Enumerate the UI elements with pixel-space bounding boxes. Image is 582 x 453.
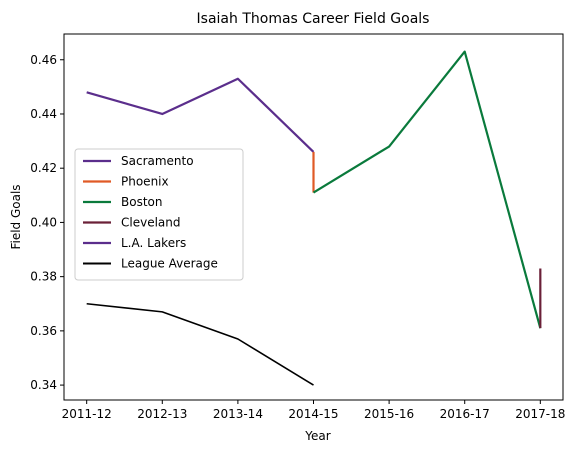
y-tick-label: 0.34 [30, 378, 57, 392]
y-tick-label: 0.38 [30, 270, 57, 284]
x-axis: 2011-12 2012-13 2013-14 2014-15 2015-16 2016-… [62, 400, 565, 421]
y-tick-label: 0.42 [30, 161, 57, 175]
y-tick-label: 0.40 [30, 215, 57, 229]
legend: Sacramento Phoenix Boston Cleveland L.A. Lak… [74, 148, 244, 281]
legend-box [74, 148, 244, 281]
x-tick-label: 2016-17 [440, 407, 490, 421]
y-axis-title: Field Goals [9, 184, 23, 249]
legend-label: Boston [121, 195, 162, 209]
series-line-league-average [86, 302, 314, 386]
legend-label: Phoenix [121, 175, 169, 189]
y-tick-label: 0.46 [30, 53, 57, 67]
x-tick-label: 2013-14 [213, 407, 263, 421]
x-tick-label: 2014-15 [288, 407, 338, 421]
y-axis: 0.34 0.36 0.38 0.40 0.42 0.44 0.46 [30, 53, 64, 392]
series-line-sacramento [86, 77, 315, 153]
legend-label: League Average [121, 257, 218, 271]
x-tick-label: 2011-12 [62, 407, 112, 421]
y-tick-label: 0.36 [30, 324, 57, 338]
x-tick-label: 2015-16 [364, 407, 414, 421]
legend-label: Sacramento [121, 154, 194, 168]
x-axis-title: Year [304, 429, 330, 443]
legend-label: L.A. Lakers [121, 236, 186, 250]
x-tick-label: 2017-18 [515, 407, 565, 421]
chart-title: Isaiah Thomas Career Field Goals [197, 11, 430, 27]
x-tick-label: 2012-13 [137, 407, 187, 421]
y-tick-label: 0.44 [30, 107, 57, 121]
series-line-boston [312, 50, 542, 329]
plot-lines [86, 50, 542, 386]
legend-label: Cleveland [121, 216, 181, 230]
